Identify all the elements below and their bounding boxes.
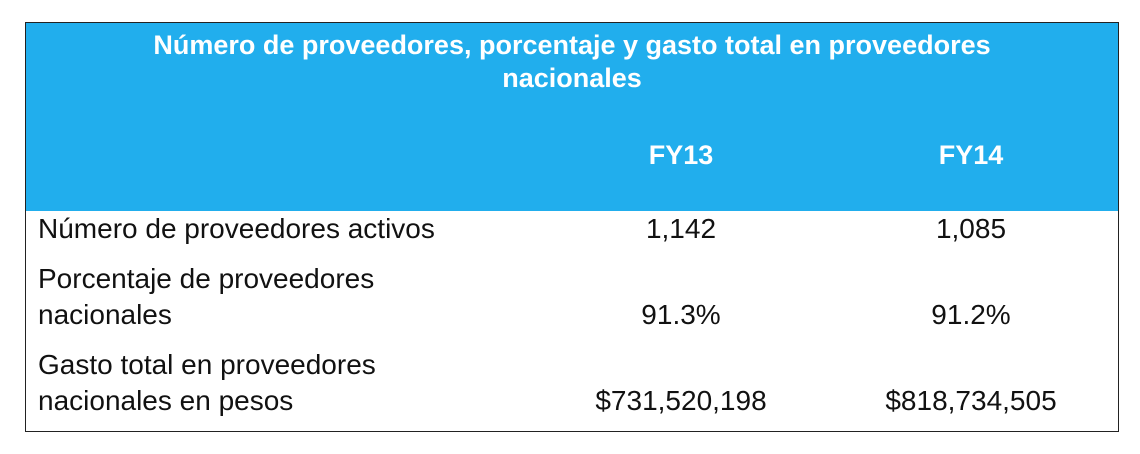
cell-national-percentage-fy13: 91.3% [641, 299, 721, 330]
row-label-line: Número de proveedores activos [38, 213, 435, 244]
cell-national-percentage-fy14: 91.2% [931, 299, 1011, 330]
column-header-fy13: FY13 [648, 140, 714, 170]
supplier-table: Número de proveedores, porcentaje y gast… [25, 22, 1119, 432]
row-label-line: Porcentaje de proveedores [38, 263, 375, 294]
table-title: Número de proveedores, porcentaje y gast… [26, 29, 1118, 95]
row-label-active-suppliers: Número de proveedores activos [38, 211, 518, 247]
cell-active-suppliers-fy14: 1,085 [935, 213, 1007, 244]
row-label-national-percentage: Porcentaje de proveedores nacionales [38, 261, 518, 333]
cell-total-spend-fy14: $818,734,505 [885, 385, 1057, 416]
cell-active-suppliers-fy13: 1,142 [645, 213, 717, 244]
row-label-line: Gasto total en proveedores [38, 349, 376, 380]
cell-total-spend-fy13: $731,520,198 [595, 385, 767, 416]
table-title-line-2: nacionales [502, 63, 642, 93]
row-label-total-spend: Gasto total en proveedores nacionales en… [38, 347, 518, 419]
table-title-line-1: Número de proveedores, porcentaje y gast… [153, 30, 991, 60]
row-label-line: nacionales [38, 299, 172, 330]
row-label-line: nacionales en pesos [38, 385, 294, 416]
column-header-fy14: FY14 [938, 140, 1004, 170]
table-header: Número de proveedores, porcentaje y gast… [26, 23, 1118, 211]
